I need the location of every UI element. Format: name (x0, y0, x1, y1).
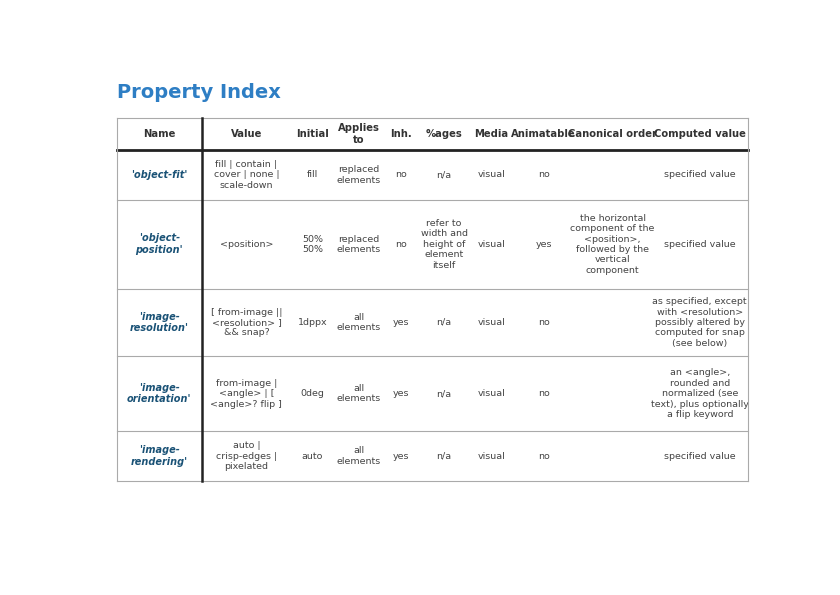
Text: Computed value: Computed value (654, 129, 746, 139)
Text: n/a: n/a (437, 170, 452, 180)
Text: no: no (396, 240, 407, 249)
Text: fill | contain |
cover | none |
scale-down: fill | contain | cover | none | scale-do… (213, 160, 279, 190)
Text: %ages: %ages (426, 129, 463, 139)
Text: n/a: n/a (437, 318, 452, 327)
Text: Media: Media (475, 129, 508, 139)
Text: replaced
elements: replaced elements (337, 234, 381, 254)
Text: Value: Value (231, 129, 262, 139)
Text: n/a: n/a (437, 389, 452, 398)
Text: n/a: n/a (437, 452, 452, 461)
Text: 'object-
position': 'object- position' (135, 233, 183, 255)
Text: Applies
to: Applies to (338, 123, 380, 145)
Text: visual: visual (477, 452, 505, 461)
Text: no: no (538, 318, 549, 327)
Text: Canonical order: Canonical order (568, 129, 657, 139)
Text: specified value: specified value (664, 452, 736, 461)
Text: from-image |
<angle> | [
<angle>? flip ]: from-image | <angle> | [ <angle>? flip ] (211, 379, 282, 409)
Text: all
elements: all elements (337, 313, 381, 332)
Text: specified value: specified value (664, 170, 736, 180)
Text: no: no (538, 389, 549, 398)
Text: Name: Name (143, 129, 176, 139)
Text: no: no (538, 170, 549, 180)
Text: 'image-
rendering': 'image- rendering' (131, 445, 188, 467)
Text: as specified, except
with <resolution>
possibly altered by
computed for snap
(se: as specified, except with <resolution> p… (653, 297, 747, 347)
Text: all
elements: all elements (337, 384, 381, 403)
Text: no: no (396, 170, 407, 180)
Text: auto |
crisp-edges |
pixelated: auto | crisp-edges | pixelated (216, 441, 277, 471)
Text: visual: visual (477, 318, 505, 327)
Text: 'image-
orientation': 'image- orientation' (127, 383, 192, 405)
Text: Animatable: Animatable (512, 129, 576, 139)
Text: [ from-image ||
<resolution> ]
&& snap?: [ from-image || <resolution> ] && snap? (211, 308, 282, 337)
Text: <position>: <position> (220, 240, 273, 249)
Text: visual: visual (477, 240, 505, 249)
Text: the horizontal
component of the
<position>,
followed by the
vertical
component: the horizontal component of the <positio… (570, 214, 655, 275)
Text: Property Index: Property Index (117, 83, 281, 102)
Text: visual: visual (477, 170, 505, 180)
Text: 0deg: 0deg (301, 389, 324, 398)
Text: yes: yes (393, 452, 410, 461)
Text: fill: fill (307, 170, 318, 180)
Text: 1dppx: 1dppx (297, 318, 327, 327)
Text: no: no (538, 452, 549, 461)
Text: 'object-fit': 'object-fit' (131, 170, 187, 180)
Text: refer to
width and
height of
element
itself: refer to width and height of element its… (421, 219, 468, 270)
Text: visual: visual (477, 389, 505, 398)
Text: 'image-
resolution': 'image- resolution' (129, 312, 189, 333)
Text: Initial: Initial (296, 129, 328, 139)
Text: specified value: specified value (664, 240, 736, 249)
Text: yes: yes (535, 240, 552, 249)
Text: yes: yes (393, 318, 410, 327)
Text: Inh.: Inh. (391, 129, 412, 139)
Text: 50%
50%: 50% 50% (302, 234, 323, 254)
Text: all
elements: all elements (337, 446, 381, 466)
Text: auto: auto (302, 452, 323, 461)
Text: yes: yes (393, 389, 410, 398)
Text: an <angle>,
rounded and
normalized (see
text), plus optionally
a flip keyword: an <angle>, rounded and normalized (see … (651, 368, 748, 419)
Text: replaced
elements: replaced elements (337, 165, 381, 184)
